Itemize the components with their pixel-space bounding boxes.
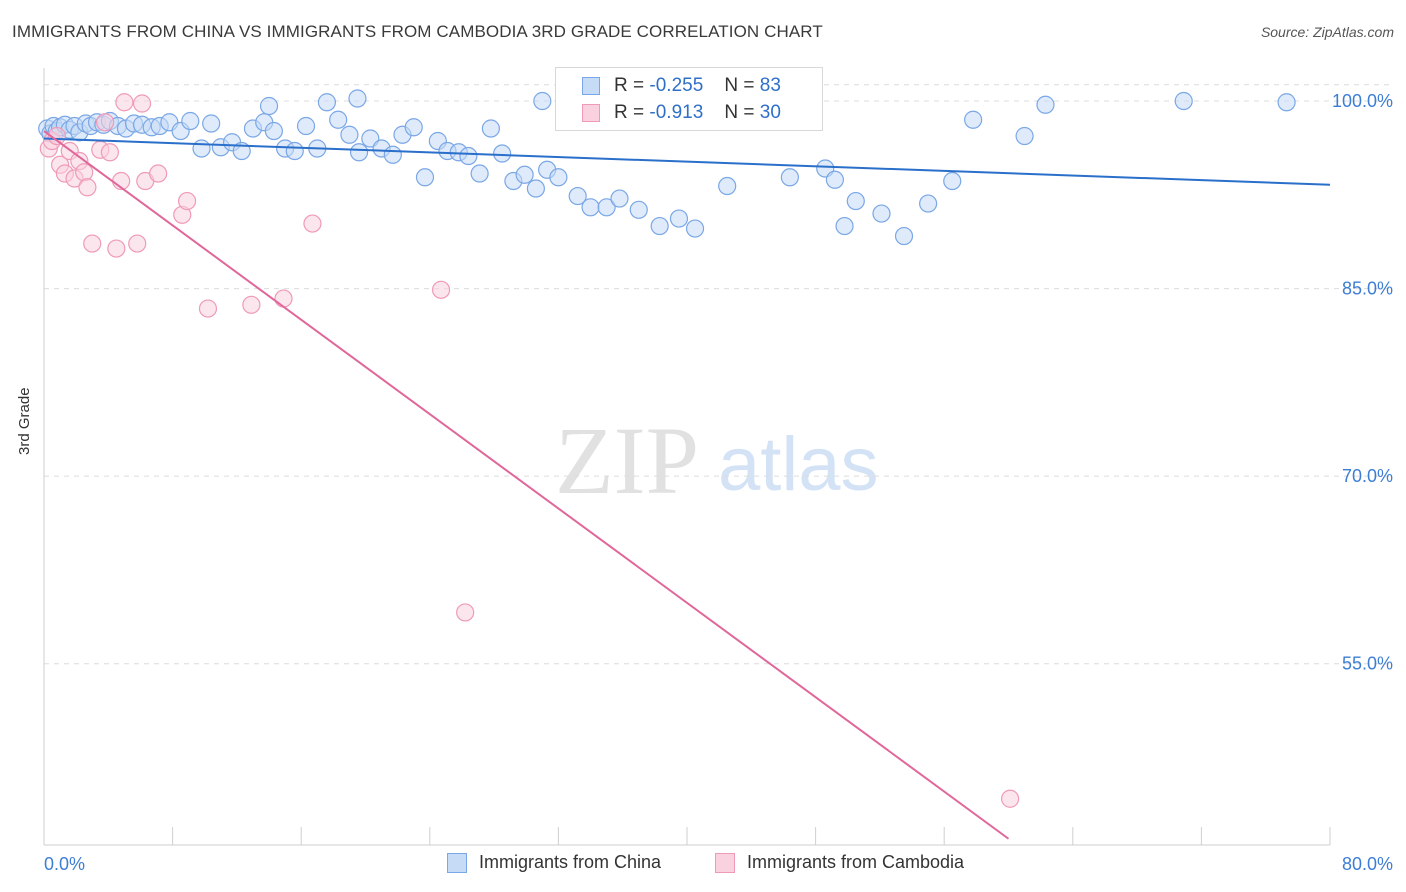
point-china-80 xyxy=(533,91,552,111)
point-cambodia-14 xyxy=(107,239,126,258)
point-china-72 xyxy=(894,226,914,246)
point-china-32 xyxy=(285,141,304,161)
point-cambodia-2 xyxy=(47,126,66,146)
point-china-41 xyxy=(383,145,402,164)
point-china-50 xyxy=(481,119,500,138)
point-cambodia-23 xyxy=(198,299,218,318)
point-china-71 xyxy=(872,204,891,223)
point-cambodia-20 xyxy=(149,164,168,183)
chart-source: Source: ZipAtlas.com xyxy=(1260,24,1394,40)
point-china-76 xyxy=(1015,126,1034,146)
chart-title: IMMIGRANTS FROM CHINA VS IMMIGRANTS FROM… xyxy=(12,22,823,41)
trend-line-china xyxy=(43,137,1331,186)
point-china-64 xyxy=(685,219,705,238)
point-china-70 xyxy=(846,191,865,211)
point-china-53 xyxy=(515,165,534,184)
point-china-60 xyxy=(610,189,629,208)
bottom-legend-label-cambodia: Immigrants from Cambodia xyxy=(747,852,965,872)
bottom-legend-swatch-cambodia xyxy=(715,853,735,873)
point-china-22 xyxy=(181,111,200,131)
point-china-68 xyxy=(825,170,844,189)
point-china-77 xyxy=(1036,95,1055,114)
point-china-81 xyxy=(348,89,367,108)
watermark: ZIP atlas xyxy=(555,407,879,514)
point-china-82 xyxy=(259,96,279,116)
bottom-legend-swatch-china xyxy=(447,853,467,873)
point-cambodia-24 xyxy=(242,295,261,314)
point-china-74 xyxy=(943,171,962,191)
point-cambodia-22 xyxy=(177,191,197,211)
point-cambodia-25 xyxy=(274,289,293,308)
x-tick-label-max: 80.0% xyxy=(1342,854,1393,874)
point-china-75 xyxy=(964,110,983,129)
point-china-38 xyxy=(349,143,369,162)
y-tick-label-3: 100.0% xyxy=(1332,91,1393,111)
point-china-69 xyxy=(835,216,854,236)
point-china-56 xyxy=(549,168,568,187)
legend-stats-china: R = -0.255 N = 83 xyxy=(614,75,781,96)
point-cambodia-16 xyxy=(115,93,134,112)
point-cambodia-8 xyxy=(75,163,94,182)
point-cambodia-12 xyxy=(95,113,115,132)
point-china-36 xyxy=(329,110,348,129)
point-china-51 xyxy=(493,144,512,163)
gridlines xyxy=(44,84,1392,665)
point-china-48 xyxy=(459,146,478,166)
point-cambodia-28 xyxy=(456,603,475,622)
y-tick-label-0: 55.0% xyxy=(1342,654,1393,674)
series-cambodia xyxy=(39,93,1020,808)
legend-stats-cambodia: R = -0.913 N = 30 xyxy=(614,102,781,123)
point-cambodia-10 xyxy=(83,234,102,253)
point-cambodia-9 xyxy=(78,178,97,197)
y-tick-label-2: 85.0% xyxy=(1342,279,1393,299)
axes xyxy=(43,68,1331,846)
trend-lines xyxy=(43,130,1331,840)
point-china-33 xyxy=(296,116,316,136)
point-china-58 xyxy=(581,198,600,217)
point-china-43 xyxy=(404,118,423,137)
point-china-49 xyxy=(470,164,489,183)
point-china-30 xyxy=(264,121,283,141)
point-china-37 xyxy=(340,125,359,144)
point-cambodia-17 xyxy=(128,234,147,253)
point-china-73 xyxy=(919,194,938,213)
point-cambodia-29 xyxy=(1001,789,1020,808)
point-china-59 xyxy=(597,198,616,217)
point-china-61 xyxy=(629,200,648,219)
point-china-65 xyxy=(718,176,737,196)
x-tick-label-min: 0.0% xyxy=(44,854,85,874)
point-china-63 xyxy=(669,209,689,228)
point-china-79 xyxy=(1277,93,1296,112)
watermark-zip: ZIP xyxy=(555,407,699,514)
watermark-atlas: atlas xyxy=(718,422,879,507)
point-cambodia-18 xyxy=(132,94,152,113)
y-tick-label-1: 70.0% xyxy=(1342,466,1393,486)
point-china-57 xyxy=(568,186,587,206)
point-china-54 xyxy=(526,179,545,198)
point-cambodia-13 xyxy=(100,143,120,162)
point-china-44 xyxy=(415,168,435,187)
legend-swatch-china xyxy=(582,77,600,95)
trend-line-cambodia xyxy=(43,130,1010,840)
correlation-legend: R = -0.255 N = 83 R = -0.913 N = 30 xyxy=(555,67,823,131)
point-china-24 xyxy=(202,114,221,133)
bottom-legend-label-china: Immigrants from China xyxy=(479,852,662,872)
point-cambodia-26 xyxy=(303,214,322,233)
point-china-23 xyxy=(192,139,211,158)
point-cambodia-27 xyxy=(431,280,451,299)
point-china-62 xyxy=(650,216,669,236)
legend-swatch-cambodia xyxy=(582,104,600,122)
point-china-78 xyxy=(1174,91,1193,111)
tick-labels: 55.0% 70.0% 85.0% 100.0% 0.0% 80.0% xyxy=(44,91,1393,874)
point-china-35 xyxy=(317,93,337,112)
point-china-66 xyxy=(780,168,799,187)
